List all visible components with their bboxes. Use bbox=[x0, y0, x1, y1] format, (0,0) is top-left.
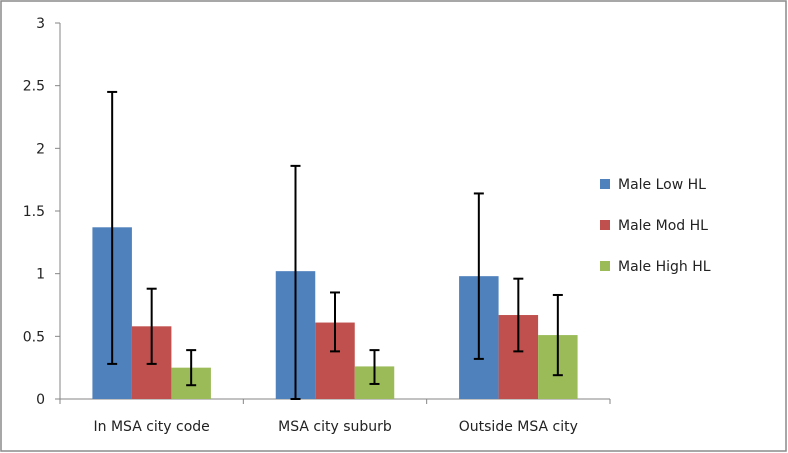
legend-swatch bbox=[600, 261, 610, 271]
legend-label: Male High HL bbox=[618, 259, 711, 275]
x-tick-label: Outside MSA city bbox=[459, 419, 578, 435]
y-tick-label: 1.5 bbox=[23, 204, 45, 220]
legend-swatch bbox=[600, 179, 610, 189]
y-tick-label: 2 bbox=[36, 141, 45, 157]
y-tick-label: 2.5 bbox=[23, 79, 45, 95]
y-tick-label: 0.5 bbox=[23, 329, 45, 345]
legend-swatch bbox=[600, 220, 610, 230]
y-tick-label: 1 bbox=[36, 267, 45, 283]
legend-label: Male Low HL bbox=[618, 177, 706, 193]
x-tick-label: MSA city suburb bbox=[278, 419, 392, 435]
y-tick-label: 0 bbox=[36, 392, 45, 408]
y-tick-label: 3 bbox=[36, 16, 45, 32]
legend-label: Male Mod HL bbox=[618, 218, 708, 234]
x-tick-label: In MSA city code bbox=[94, 419, 210, 435]
